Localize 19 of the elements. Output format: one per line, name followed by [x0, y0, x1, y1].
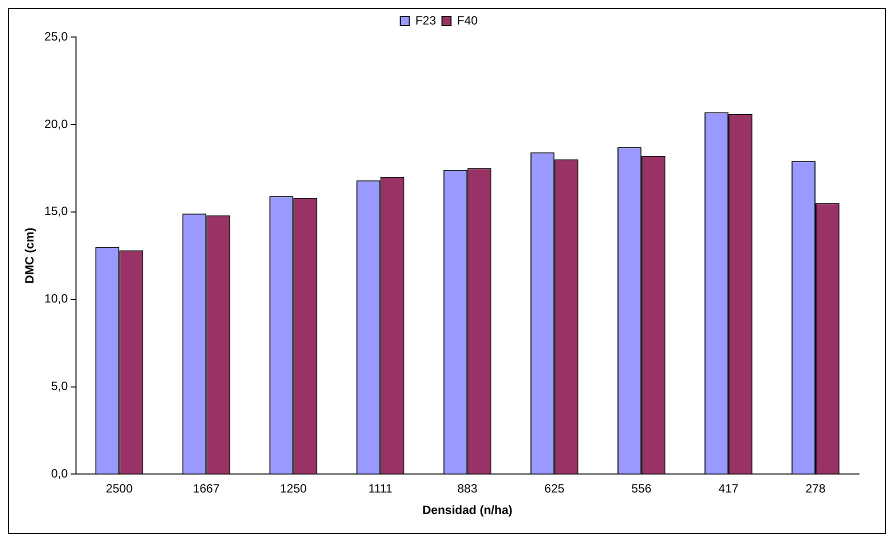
y-tick-label: 10,0 [44, 292, 68, 306]
legend-label: F23 [415, 13, 436, 28]
legend-label: F40 [457, 13, 478, 28]
x-tick-label: 883 [457, 482, 478, 496]
y-tick-label: 15,0 [44, 204, 68, 218]
y-tick-label: 20,0 [44, 116, 68, 131]
x-tick-label: 1111 [368, 482, 393, 496]
x-tick-label: 2500 [106, 482, 133, 496]
x-tick-label: 278 [805, 482, 826, 496]
x-tick-label: 417 [718, 482, 739, 496]
x-tick-label: 625 [544, 482, 565, 496]
y-tick-label: 0,0 [51, 466, 68, 481]
x-tick-label: 1250 [280, 482, 307, 496]
x-tick-label: 1667 [192, 482, 220, 496]
x-tick-label: 556 [631, 482, 652, 496]
y-tick-label: 5,0 [51, 379, 68, 394]
x-axis-title: Densidad (n/ha) [422, 503, 512, 518]
y-axis-title: DMC (cm) [22, 228, 37, 284]
y-tick-label: 25,0 [44, 29, 68, 44]
